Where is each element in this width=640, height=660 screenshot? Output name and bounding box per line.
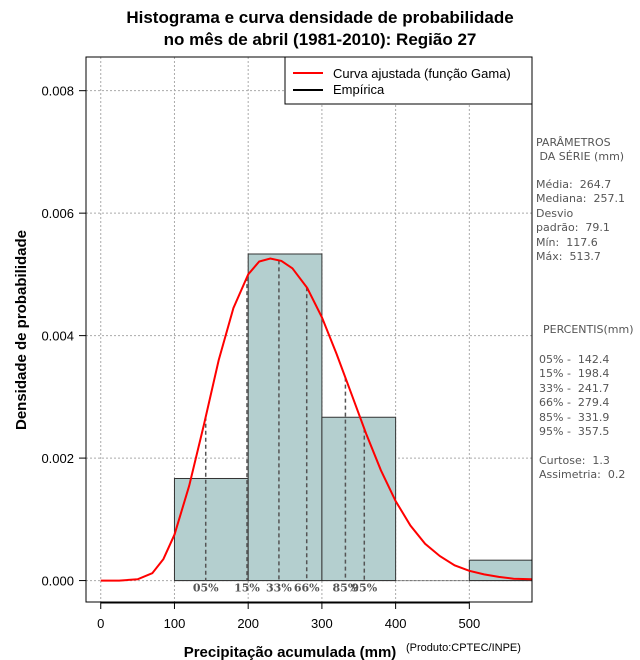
y-tick-label: 0.000	[41, 574, 74, 589]
x-axis-label: Precipitação acumulada (mm)	[184, 644, 397, 660]
y-tick-label: 0.002	[41, 451, 74, 466]
histogram-bar	[247, 253, 323, 582]
percentile-lines	[204, 260, 366, 581]
param-min: Mín: 117.6	[536, 236, 598, 249]
param-desvio-1: Desvio	[536, 207, 574, 220]
legend-box	[284, 56, 533, 105]
x-tick-label: 400	[385, 616, 407, 631]
percentile-label: 33%	[266, 582, 292, 595]
param-media: Média: 264.7	[536, 178, 612, 191]
y-axis-label: Densidade de probabilidade	[13, 230, 30, 430]
percentile-label: 66%	[294, 582, 320, 595]
params-title-2: DA SÉRIE (mm)	[536, 150, 625, 163]
param-max: Máx: 513.7	[536, 250, 601, 263]
product-credit: (Produto:CPTEC/INPE)	[406, 642, 521, 654]
chart-title-line-1: Histograma e curva densidade de probabil…	[126, 8, 514, 27]
y-tick-label: 0.008	[41, 84, 74, 99]
fitted-gamma-curve	[100, 257, 533, 582]
percentile-85: 85% - 331.9	[539, 411, 610, 424]
stat-assimetria: Assimetria: 0.2	[539, 468, 626, 481]
percentile-05: 05% - 142.4	[539, 353, 610, 366]
percentile-66: 66% - 279.4	[539, 396, 610, 409]
param-desvio-2: padrão: 79.1	[536, 221, 610, 234]
histogram-bars	[173, 253, 533, 582]
x-tick-label: 300	[311, 616, 333, 631]
percentile-label: 85%	[333, 582, 359, 595]
y-tick-label: 0.004	[41, 329, 74, 344]
x-tick-label: 500	[458, 616, 480, 631]
percentile-label: 95%	[351, 582, 377, 595]
legend-curve-label: Curva ajustada (função Gama)	[333, 66, 511, 81]
legend-empirical-label: Empírica	[333, 82, 385, 97]
percentile-label: 05%	[193, 582, 219, 595]
params-title-1: PARÂMETROS	[536, 136, 611, 149]
y-axis: 0.000 0.002 0.004 0.006 0.008	[41, 84, 86, 589]
x-tick-label: 200	[237, 616, 259, 631]
x-axis: 0 100 200 300 400 500	[97, 602, 480, 631]
percentile-labels: 05% 15% 33% 66% 85%95%	[193, 582, 378, 595]
percentis-title: PERCENTIS(mm)	[543, 323, 634, 336]
param-mediana: Mediana: 257.1	[536, 192, 625, 205]
percentile-15: 15% - 198.4	[539, 367, 610, 380]
stat-curtose: Curtose: 1.3	[539, 454, 610, 467]
percentile-label: 15%	[234, 582, 260, 595]
percentile-33: 33% - 241.7	[539, 382, 610, 395]
x-tick-label: 100	[164, 616, 186, 631]
histogram-bar	[173, 477, 249, 582]
legend: Curva ajustada (função Gama) Empírica	[284, 56, 533, 105]
y-tick-label: 0.006	[41, 206, 74, 221]
chart-title-line-2: no mês de abril (1981-2010): Região 27	[163, 30, 477, 49]
percentile-95: 95% - 357.5	[539, 425, 610, 438]
histogram-bar	[321, 416, 397, 582]
x-tick-label: 0	[97, 616, 104, 631]
